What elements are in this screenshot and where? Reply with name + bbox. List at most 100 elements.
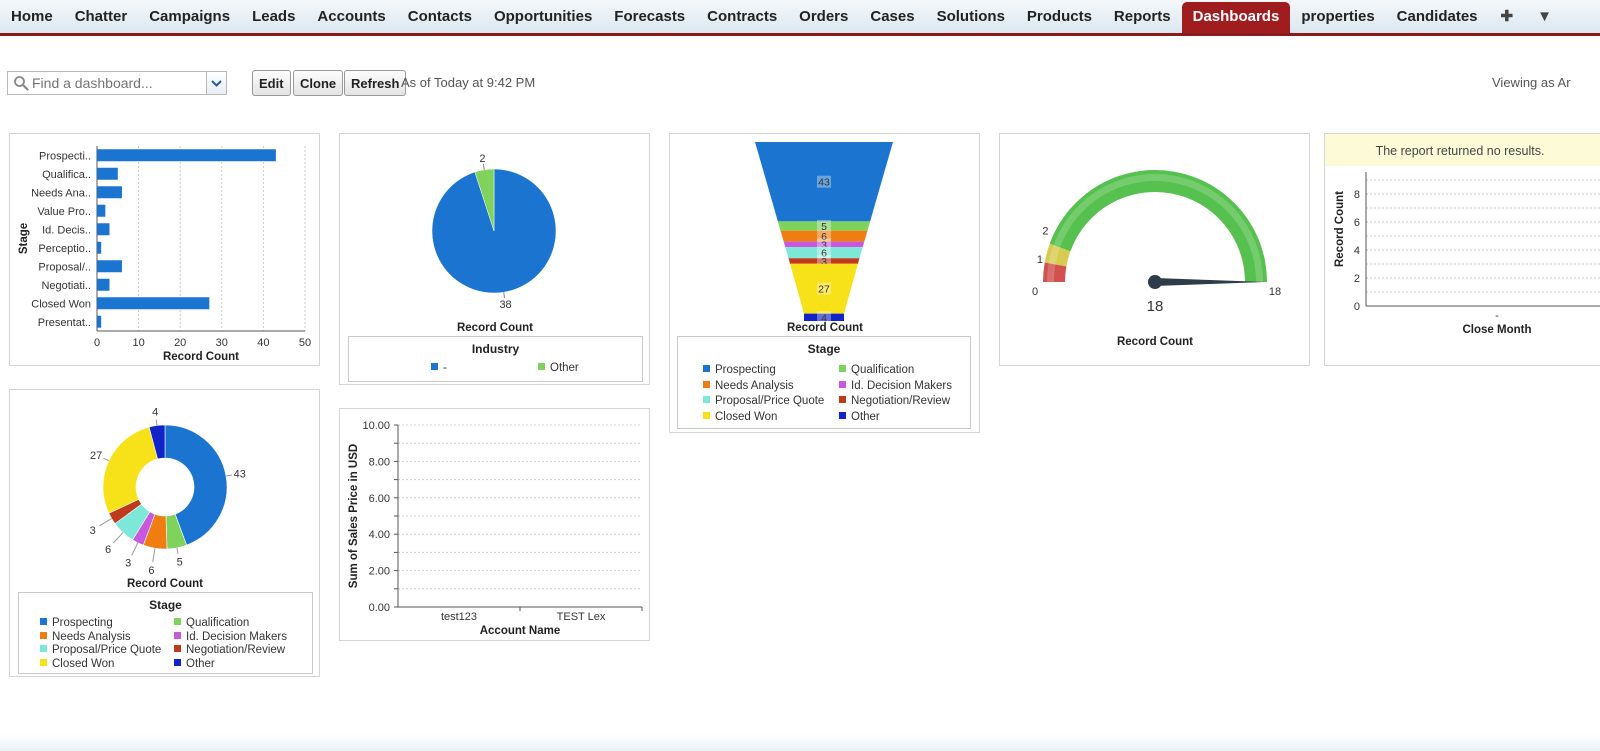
bar <box>97 297 210 310</box>
bar <box>97 260 122 273</box>
y-tick-label: Presentat.. <box>38 317 91 329</box>
legend-label: Proposal/Price Quote <box>715 395 825 407</box>
legend-item: Closed Won <box>40 658 114 670</box>
funnel-segment <box>783 241 865 248</box>
tab-dashboards[interactable]: Dashboards <box>1181 2 1291 33</box>
y-tick-label: 0 <box>1354 301 1360 313</box>
tab-products[interactable]: Products <box>1026 8 1092 25</box>
data-label-bg <box>817 175 831 188</box>
legend-item: Needs Analysis <box>703 380 794 392</box>
legend-label: Negotiation/Review <box>851 395 951 407</box>
tab-reports[interactable]: Reports <box>1113 8 1171 25</box>
legend-swatch <box>40 658 47 666</box>
y-tick-label: Needs Ana.. <box>31 187 91 199</box>
edit-button[interactable]: Edit <box>252 70 291 96</box>
industry-pie-panel[interactable]: 38 2 Record Count Industry - Other <box>339 133 650 385</box>
tab-properties[interactable]: properties <box>1301 8 1375 25</box>
page-footer-strip <box>0 734 1600 751</box>
x-tick-label: 10 <box>132 337 144 349</box>
y-tick-label: Perceptio.. <box>38 243 91 255</box>
tab-orders[interactable]: Orders <box>799 8 849 25</box>
donut-slice <box>148 424 166 460</box>
tab-accounts[interactable]: Accounts <box>317 8 386 25</box>
viewing-as-label: Viewing as Ar <box>1492 75 1571 90</box>
tab-leads[interactable]: Leads <box>252 8 296 25</box>
gauge-min-label: 0 <box>1032 286 1038 298</box>
legend-title: Stage <box>807 342 841 356</box>
legend-label: Other <box>851 410 880 423</box>
legend-item: - <box>431 362 447 374</box>
stage-funnel-panel[interactable]: 43 5 6 3 6 3 27 4 Record Count Stage Prospecting… <box>669 133 980 433</box>
legend-title: Industry <box>471 342 520 356</box>
data-label: 2 <box>479 153 485 165</box>
no-results-text: The report returned no results. <box>1375 144 1545 158</box>
sales-price-chart-panel[interactable]: 0.00 2.00 4.00 6.00 8.00 10.00 test123 TEST Lex… <box>339 408 650 641</box>
tab-campaigns[interactable]: Campaigns <box>149 8 231 25</box>
data-label-leader <box>113 532 124 544</box>
donut-slice <box>102 426 158 514</box>
legend-item: Other <box>839 411 880 423</box>
bar <box>97 278 110 291</box>
data-label: 6 <box>148 565 154 577</box>
plus-icon[interactable]: ✚ <box>1500 8 1514 25</box>
clone-button[interactable]: Clone <box>293 70 344 96</box>
legend-label: Negotiation/Review <box>186 644 286 656</box>
data-label: 27 <box>818 284 830 296</box>
data-label: 43 <box>818 177 830 189</box>
search-icon <box>14 76 29 91</box>
data-label-leader <box>176 547 179 554</box>
data-label-leader <box>155 419 158 426</box>
tab-cases[interactable]: Cases <box>870 8 915 25</box>
tab-candidates[interactable]: Candidates <box>1396 8 1478 25</box>
chevron-down-icon[interactable]: ▼ <box>1537 8 1552 25</box>
finder-dropdown-button[interactable] <box>206 72 226 94</box>
y-tick-label: 8 <box>1354 189 1360 201</box>
x-axis-title: Record Count <box>127 578 203 590</box>
y-tick-label: Qualifica.. <box>42 169 91 181</box>
legend-swatch <box>703 380 710 388</box>
gauge-band <box>1044 243 1071 267</box>
gauge-band <box>1049 169 1267 282</box>
tab-opportunities[interactable]: Opportunities <box>493 8 593 25</box>
close-month-chart: 0 2 4 6 8 - Close Month Record Count <box>1334 172 1600 336</box>
as-of-timestamp: As of Today at 9:42 PM <box>401 75 536 90</box>
y-tick-label: Value Pro.. <box>37 206 91 218</box>
x-axis-title: Account Name <box>480 625 561 637</box>
legend-label: Id. Decision Makers <box>851 379 952 392</box>
tab-forecasts[interactable]: Forecasts <box>614 8 686 25</box>
legend-swatch <box>174 631 181 639</box>
stage-bar-chart-panel[interactable]: 0 10 20 30 40 50 Prospecti.. Qualifica.. Needs A… <box>9 133 320 366</box>
funnel-segment <box>788 258 860 264</box>
legend-item: Prospecting <box>703 364 776 376</box>
legend-swatch <box>839 396 846 404</box>
donut-slice <box>164 424 228 546</box>
data-label-bg <box>817 255 831 268</box>
tab-chatter[interactable]: Chatter <box>74 8 128 25</box>
x-axis-title: Record Count <box>163 351 239 363</box>
tab-home[interactable]: Home <box>11 8 53 25</box>
refresh-button[interactable]: Refresh <box>344 70 407 96</box>
funnel-segment <box>755 142 893 222</box>
dashboard-search-input[interactable] <box>32 74 208 92</box>
data-label-leader <box>131 542 139 556</box>
y-tick-label: 4.00 <box>369 529 390 541</box>
data-label-leader <box>103 457 110 462</box>
data-label-leader <box>503 292 506 299</box>
y-tick-label: 10.00 <box>362 420 390 432</box>
tab-contracts[interactable]: Contracts <box>707 8 778 25</box>
industry-legend: Industry - Other <box>348 336 643 382</box>
pie-slice <box>474 168 495 232</box>
stage-donut-panel[interactable]: 43 5 6 3 6 3 27 4 Record Count Stage Prospecting… <box>9 389 320 677</box>
record-count-gauge-panel[interactable]: 0 18 2 1 18 Record Count <box>999 133 1310 366</box>
close-month-chart-panel[interactable]: The report returned no results. 0 2 4 6 8 - Cl… <box>1324 133 1600 366</box>
tab-solutions[interactable]: Solutions <box>936 8 1005 25</box>
data-label: 5 <box>177 557 183 569</box>
tab-contacts[interactable]: Contacts <box>407 8 472 25</box>
legend-swatch <box>40 618 47 626</box>
y-tick-label: Id. Decis.. <box>42 224 91 236</box>
legend-item: Qualification <box>839 364 914 376</box>
data-label: 27 <box>90 450 102 462</box>
dashboard-finder[interactable] <box>7 71 227 95</box>
data-label: 3 <box>821 239 827 251</box>
legend-label: Prospecting <box>52 617 113 629</box>
